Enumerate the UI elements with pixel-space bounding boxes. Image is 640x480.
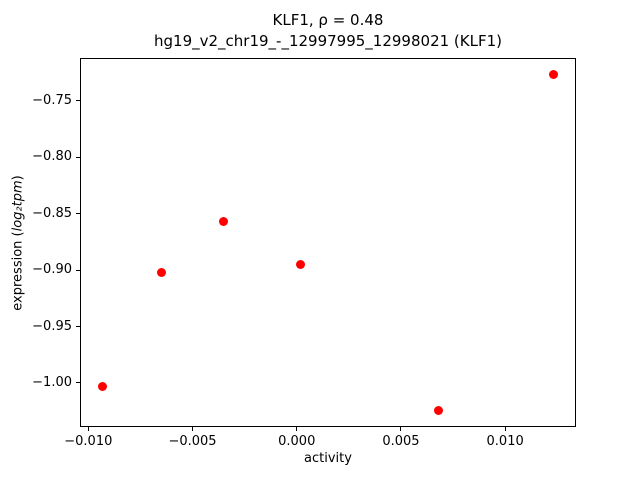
y-tick-mark [76,326,80,328]
data-point [219,217,229,227]
y-tick-label: −0.75 [32,92,72,108]
y-tick-mark [76,382,80,384]
chart-title-line2: hg19_v2_chr19_-_12997995_12998021 (KLF1) [154,32,502,50]
data-point [296,260,306,269]
x-tick-mark [400,427,402,431]
y-axis-label: expression (log₂tpm) [11,175,26,310]
chart-title-line1: KLF1, ρ = 0.48 [272,11,384,29]
x-tick-mark [504,427,506,431]
x-tick-mark [192,427,194,431]
y-tick-mark [76,100,80,102]
x-tick-label: 0.010 [486,434,524,449]
y-tick-mark [76,269,80,271]
y-tick-label: −1.00 [32,374,72,390]
plot-area [80,58,576,427]
x-tick-mark [296,427,298,431]
data-point [548,70,558,80]
x-tick-label: −0.005 [168,434,217,449]
y-tick-label: −0.95 [32,318,72,334]
y-axis-label-close: ) [10,175,26,181]
y-tick-label: −0.85 [32,205,72,221]
x-tick-label: −0.010 [64,434,113,449]
data-point [156,267,166,277]
y-tick-label: −0.80 [32,149,72,165]
y-tick-mark [76,156,80,158]
x-tick-label: 0.005 [382,434,420,449]
y-tick-label: −0.90 [32,262,72,278]
data-point [433,405,443,415]
y-tick-mark [76,213,80,215]
data-point [98,381,108,391]
x-tick-mark [87,427,89,431]
x-axis-label: activity [304,451,352,466]
x-tick-label: 0.000 [278,434,316,449]
